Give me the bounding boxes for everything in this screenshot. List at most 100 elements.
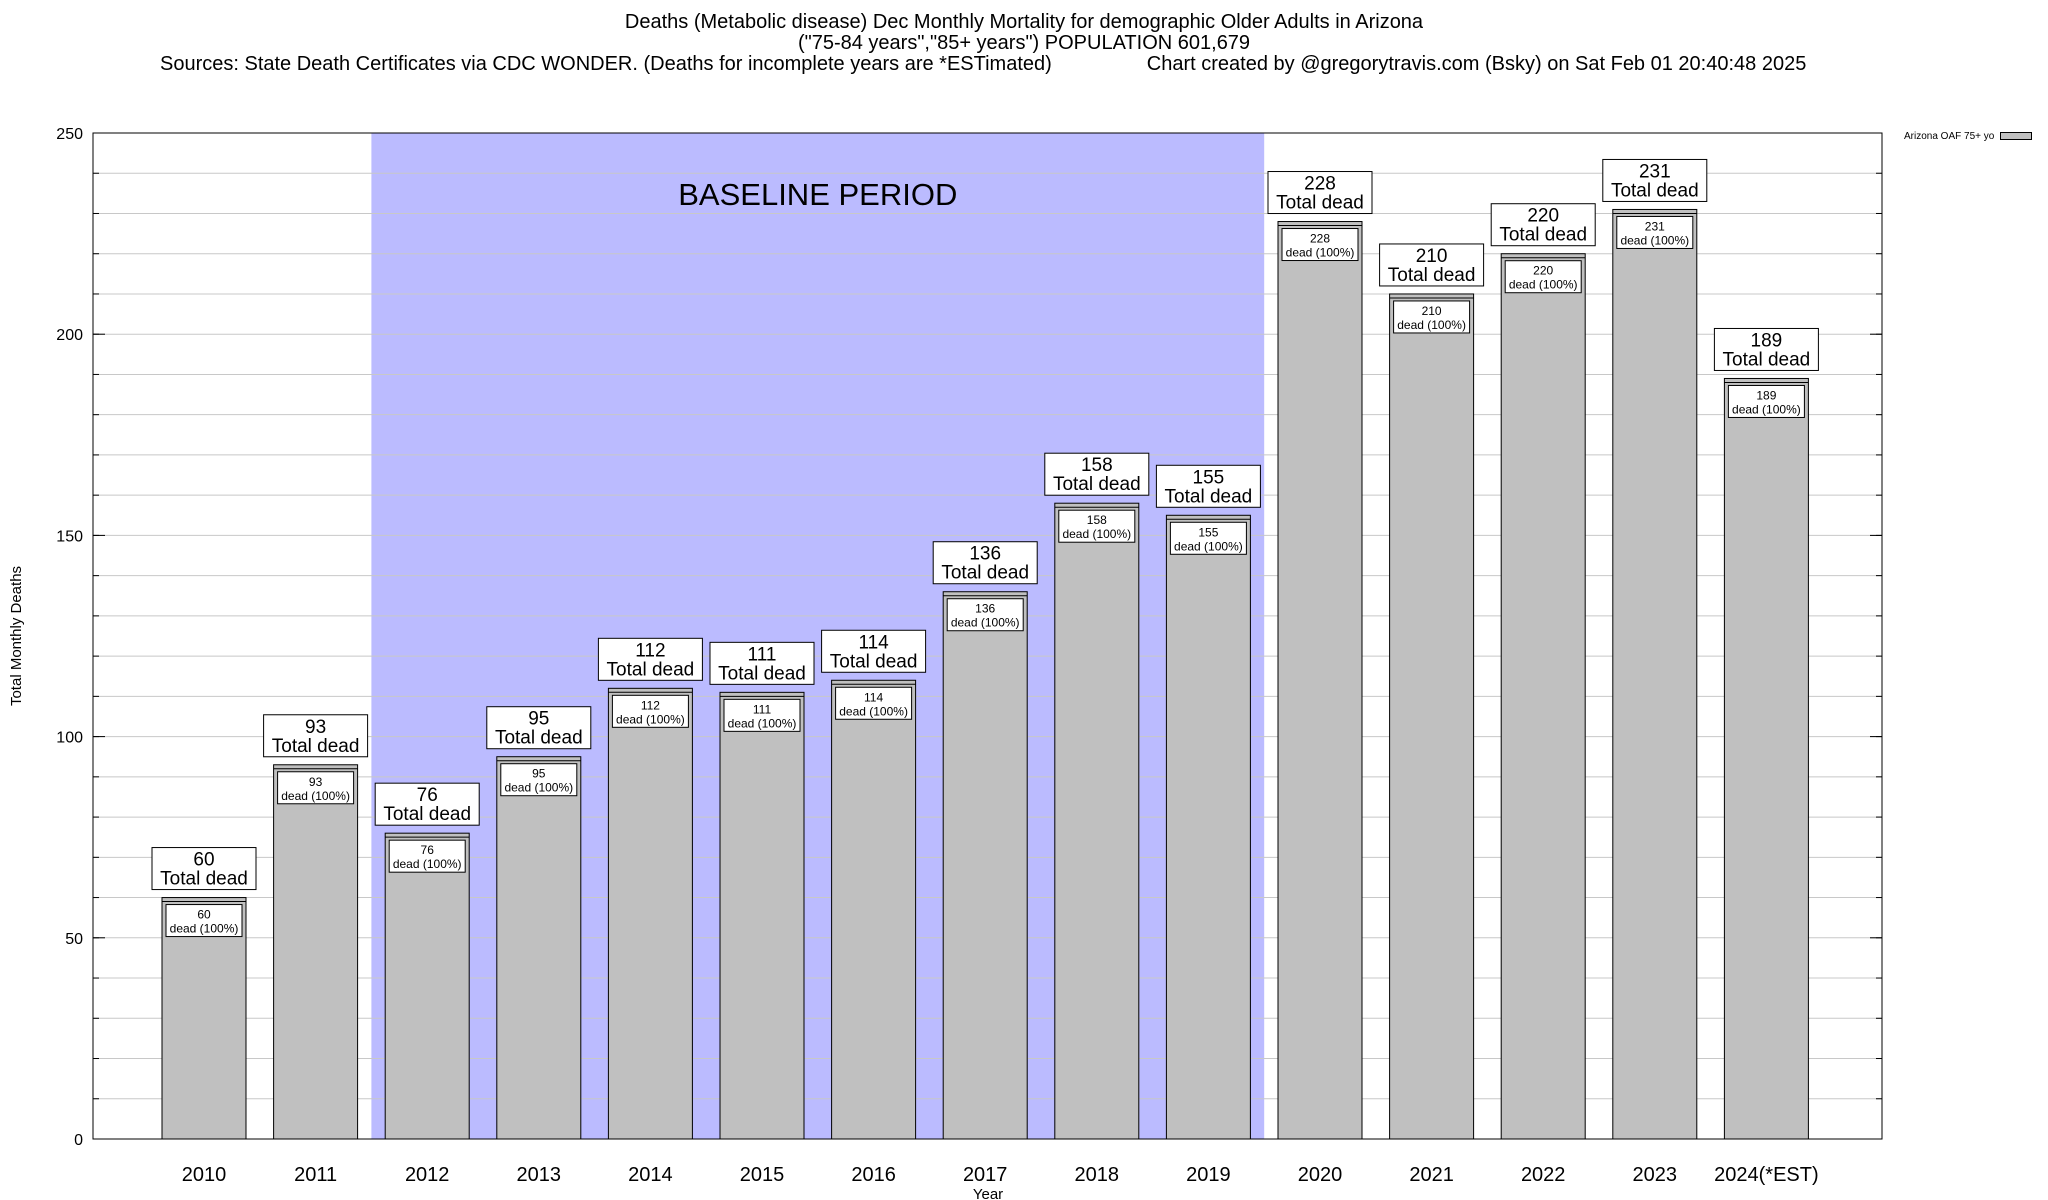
inner-percent-label: dead (100%) [504,781,573,795]
outer-total-label: Total dead [830,651,918,672]
outer-label-box [486,706,592,750]
inner-value-label: 231 [1645,219,1665,233]
x-tick-label: 2019 [1186,1164,1231,1186]
outer-total-label: Total dead [272,736,360,757]
y-tick-label: 150 [56,528,83,545]
bar [607,687,693,1140]
inner-value-label: 155 [1198,525,1218,539]
bar [1723,377,1809,1140]
chart-sources-line: Sources: State Death Certificates via CD… [0,54,2048,75]
outer-total-label: Total dead [383,804,471,825]
inner-label-box [835,686,913,720]
inner-value-label: 210 [1422,304,1442,318]
x-tick-label: 2020 [1298,1164,1343,1186]
outer-value-label: 76 [417,785,438,806]
inner-label-box [723,698,801,732]
outer-value-label: 114 [858,632,889,653]
plot-border [92,132,1883,1140]
outer-label-box [1379,243,1485,287]
outer-total-label: Total dead [160,869,248,890]
inner-percent-label: dead (100%) [1620,233,1689,247]
inner-value-label: 189 [1756,388,1776,402]
inner-label-box [1727,384,1805,418]
inner-label-box [388,839,466,873]
outer-label-box [1490,203,1596,247]
inner-label-box [500,763,578,797]
outer-label-box [709,641,815,685]
inner-value-label: 111 [753,702,772,716]
inner-value-label: 220 [1533,264,1553,278]
outer-label-box [1602,158,1708,202]
outer-label-box [1713,327,1819,371]
x-axis-label: Year [973,1186,1003,1200]
legend-label: Arizona OAF 75+ yo [1904,131,1995,142]
legend: Arizona OAF 75+ yo [1904,131,2033,142]
baseline-label: BASELINE PERIOD [678,177,957,212]
y-tick-label: 0 [74,1132,83,1149]
outer-label-box [821,629,927,673]
outer-value-label: 60 [193,850,214,871]
inner-percent-label: dead (100%) [1286,246,1355,260]
chart-subtitle: ("75-84 years","85+ years") POPULATION 6… [797,32,1251,54]
x-tick-label: 2018 [1075,1164,1120,1186]
inner-percent-label: dead (100%) [1174,539,1243,553]
outer-value-label: 136 [969,544,1001,565]
inner-percent-label: dead (100%) [951,616,1020,630]
outer-label-box [151,847,257,891]
inner-percent-label: dead (100%) [1509,278,1578,292]
inner-label-box [946,598,1024,632]
outer-value-label: 158 [1081,455,1113,476]
chart-credit: Chart created by @gregorytravis.com (Bsk… [1146,53,1807,75]
outer-total-label: Total dead [1053,474,1141,495]
bar [1389,293,1475,1140]
bar [719,691,805,1140]
outer-value-label: 93 [305,717,326,738]
y-tick-label: 250 [56,126,83,143]
inner-value-label: 60 [197,908,211,922]
x-tick-label: 2011 [294,1164,337,1186]
outer-label-box [263,714,369,758]
inner-label-box [1616,215,1694,249]
inner-label-box [1169,521,1247,555]
bar [1054,502,1140,1140]
inner-percent-label: dead (100%) [393,857,462,871]
x-tick-label: 2015 [740,1164,785,1186]
outer-total-label: Total dead [607,659,695,680]
outer-total-label: Total dead [718,663,806,684]
outer-total-label: Total dead [1723,349,1811,370]
outer-value-label: 210 [1416,246,1448,267]
outer-total-label: Total dead [941,563,1029,584]
y-tick-label: 200 [56,327,83,344]
x-tick-label: 2021 [1409,1164,1454,1186]
outer-total-label: Total dead [1611,180,1699,201]
outer-label-box [1044,452,1150,496]
inner-percent-label: dead (100%) [728,716,797,730]
y-tick-label: 100 [56,730,83,747]
inner-label-box [1058,509,1136,543]
inner-label-box [1504,260,1582,294]
inner-percent-label: dead (100%) [1397,318,1466,332]
x-tick-label: 2010 [182,1164,227,1186]
bar [384,832,470,1140]
outer-value-label: 228 [1304,174,1336,195]
inner-value-label: 136 [975,602,995,616]
inner-value-label: 114 [864,690,883,704]
inner-value-label: 76 [421,843,435,857]
x-tick-label: 2017 [963,1164,1008,1186]
inner-label-box [1393,300,1471,334]
inner-value-label: 158 [1087,513,1107,527]
inner-percent-label: dead (100%) [1732,402,1801,416]
outer-label-box [374,782,480,826]
inner-label-box [165,904,243,938]
outer-total-label: Total dead [1499,225,1587,246]
inner-value-label: 93 [309,775,323,789]
outer-value-label: 189 [1751,330,1783,351]
outer-value-label: 111 [748,644,777,665]
inner-percent-label: dead (100%) [839,704,908,718]
outer-label-box [1155,464,1261,508]
y-axis-label: Total Monthly Deaths [8,566,25,706]
outer-value-label: 155 [1193,467,1225,488]
bar [1165,514,1251,1140]
chart-sources: Sources: State Death Certificates via CD… [160,53,1052,75]
inner-label-box [611,694,689,728]
